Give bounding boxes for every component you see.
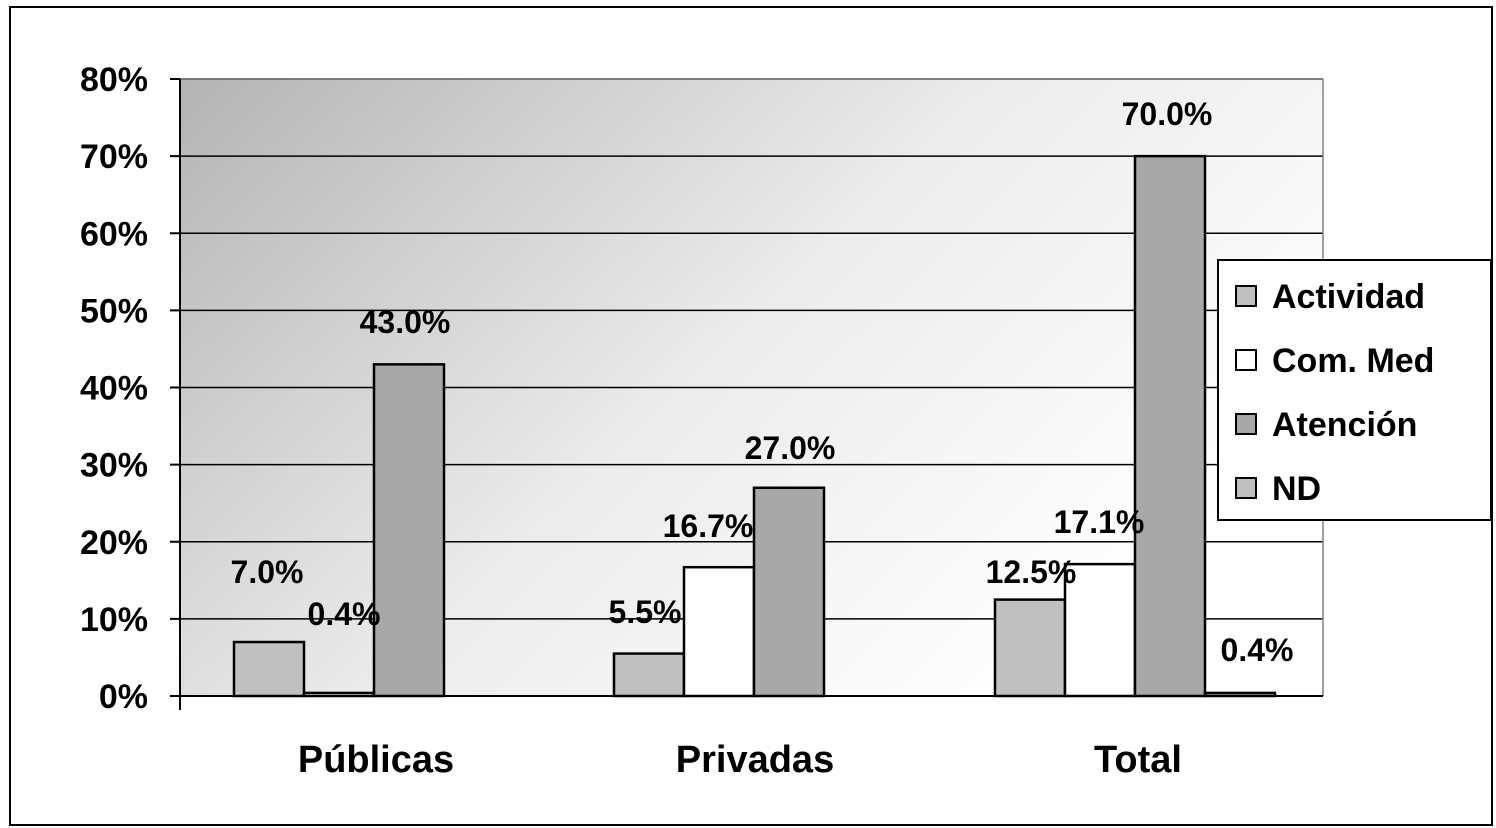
data-label: 27.0%: [745, 430, 836, 466]
y-tick-label: 10%: [80, 601, 148, 639]
data-label: 12.5%: [986, 554, 1077, 590]
y-tick-label: 40%: [80, 370, 148, 408]
data-label: 0.4%: [308, 596, 381, 632]
data-label: 5.5%: [609, 594, 682, 630]
bar: [612, 652, 686, 698]
legend-entry: ND: [1272, 470, 1321, 508]
bar: [372, 363, 446, 698]
bar: [232, 640, 306, 698]
legend-swatch: [1235, 349, 1257, 371]
bars: [232, 154, 1277, 698]
legend-swatch: [1235, 413, 1257, 435]
data-label: 0.4%: [1221, 632, 1294, 668]
legend-entry: Actividad: [1272, 278, 1425, 316]
data-label: 16.7%: [663, 508, 754, 544]
y-tick-label: 0%: [99, 678, 148, 716]
y-tick-label: 60%: [80, 215, 148, 253]
legend-box: [1217, 259, 1492, 521]
bar: [1133, 154, 1207, 698]
y-tick-label: 50%: [80, 292, 148, 330]
bar: [993, 598, 1067, 698]
bar: [1063, 562, 1137, 698]
data-label: 70.0%: [1122, 96, 1213, 132]
legend: Actividad Com. Med Atención ND: [1217, 259, 1492, 521]
data-label: 43.0%: [360, 304, 451, 340]
y-tick-label: 70%: [80, 138, 148, 176]
gridlines: [180, 78, 1323, 620]
y-tick-label: 80%: [80, 61, 148, 99]
x-category-label: Públicas: [298, 739, 454, 781]
axes: 0% 10% 20% 30% 40% 50% 60% 70% 80% Públicas Privad…: [80, 61, 1324, 781]
data-labels: 7.0%0.4%43.0%5.5%16.7%27.0%12.5%17.1%70.…: [231, 96, 1294, 668]
legend-swatch: [1235, 477, 1257, 499]
y-tick-label: 20%: [80, 524, 148, 562]
legend-entry: Com. Med: [1272, 342, 1434, 380]
x-category-label: Total: [1094, 739, 1182, 781]
legend-swatch: [1235, 285, 1257, 307]
data-label: 7.0%: [231, 554, 304, 590]
bar: [682, 565, 756, 698]
data-label: 17.1%: [1054, 504, 1145, 540]
legend-entry: Atención: [1272, 406, 1417, 444]
x-category-label: Privadas: [676, 739, 834, 781]
y-tick-label: 30%: [80, 447, 148, 485]
bar: [752, 486, 826, 698]
